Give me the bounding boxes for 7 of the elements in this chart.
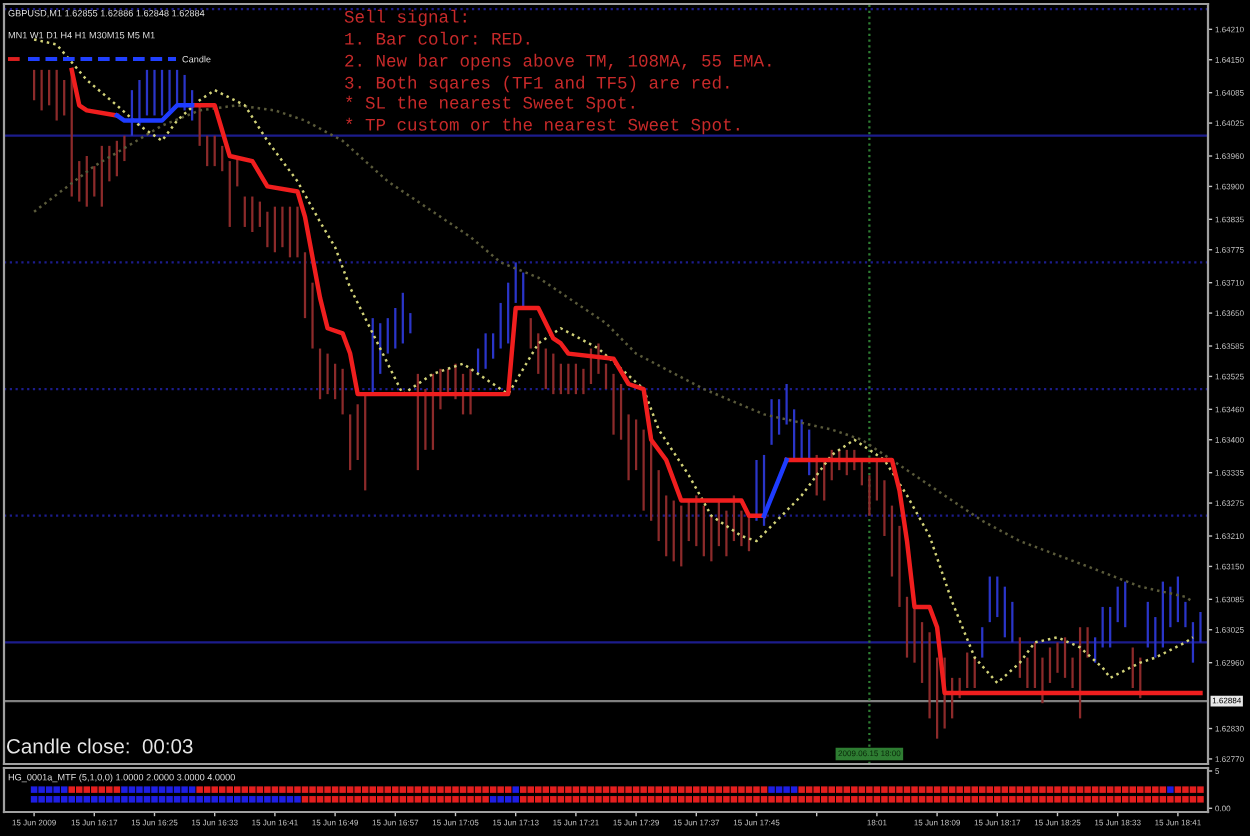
annotation: Candle close: 00:03 <box>7 738 193 754</box>
annotation: 2. New bar opens above TM, 108MA, 55 EMA. <box>345 53 771 71</box>
annotation: * TP custom or the nearest Sweet Spot. <box>346 117 739 135</box>
annotation: 3. Both sqares (TF1 and TF5) are red. <box>345 75 729 93</box>
annotation: 1. Bar color: RED. <box>345 31 529 45</box>
annotation: Sell signal: <box>344 9 466 27</box>
annotation: * SL the nearest Sweet Spot. <box>346 95 634 113</box>
